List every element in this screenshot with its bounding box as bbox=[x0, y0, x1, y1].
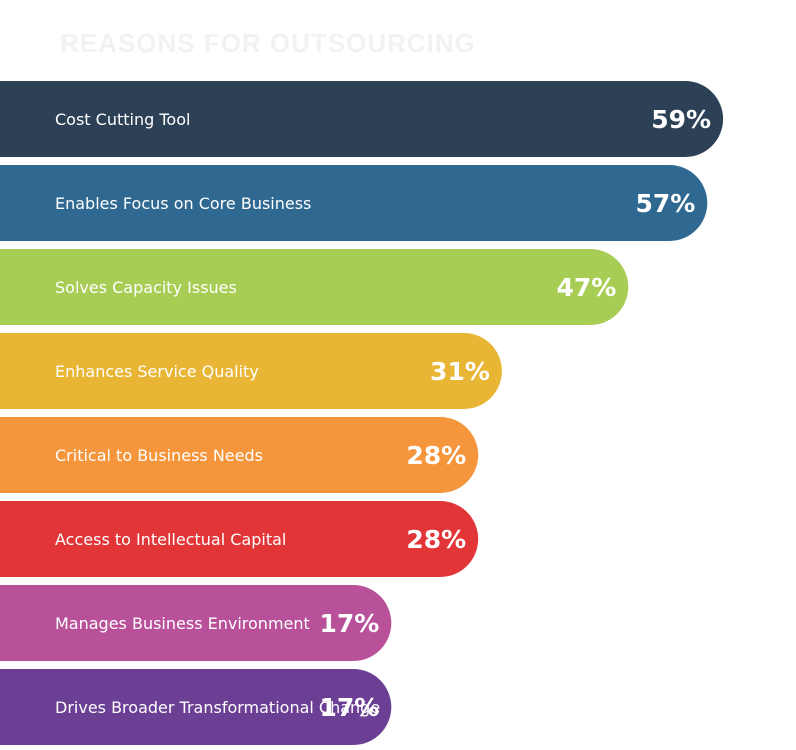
bar-group: Critical to Business Needs 28% bbox=[0, 417, 479, 493]
bar bbox=[0, 81, 724, 157]
bar bbox=[0, 417, 479, 493]
bar-group: Cost Cutting Tool 59% bbox=[0, 81, 724, 157]
bar-value-label: 28% bbox=[406, 525, 466, 554]
bar-category-label: Access to Intellectual Capital bbox=[55, 530, 286, 549]
bar-category-label: Cost Cutting Tool bbox=[55, 110, 190, 129]
bar bbox=[0, 669, 392, 745]
bar-category-label: Solves Capacity Issues bbox=[55, 278, 237, 297]
bar-value-label: 59% bbox=[651, 105, 711, 134]
bar-value-label: 47% bbox=[556, 273, 616, 302]
bar bbox=[0, 333, 502, 409]
bar-group: Enables Focus on Core Business 57% bbox=[0, 165, 708, 241]
bar-category-label: Critical to Business Needs bbox=[55, 446, 263, 465]
bar-category-label: Enhances Service Quality bbox=[55, 362, 259, 381]
bar-category-label: Manages Business Environment bbox=[55, 614, 310, 633]
bar-group: Manages Business Environment 17% bbox=[0, 585, 392, 661]
chart-title: REASONS FOR OUTSOURCING bbox=[60, 28, 476, 58]
bar-group: Drives Broader Transformational Change17… bbox=[0, 669, 392, 745]
bar bbox=[0, 165, 708, 241]
bar bbox=[0, 585, 392, 661]
bar-value-label: 17% bbox=[319, 693, 379, 722]
bar-category-label: Enables Focus on Core Business bbox=[55, 194, 311, 213]
bar-category-label: Drives Broader Transformational Change bbox=[55, 698, 380, 717]
bar-value-label: 57% bbox=[635, 189, 695, 218]
bar bbox=[0, 501, 479, 577]
bar-value-label: 31% bbox=[430, 357, 490, 386]
bar-group: Access to Intellectual Capital 28% bbox=[0, 501, 479, 577]
bar bbox=[0, 249, 629, 325]
bar-value-label: 28% bbox=[406, 441, 466, 470]
bar-value-label: 17% bbox=[319, 609, 379, 638]
bar-group: Enhances Service Quality 31% bbox=[0, 333, 502, 409]
bar-group: Solves Capacity Issues 47% bbox=[0, 249, 629, 325]
